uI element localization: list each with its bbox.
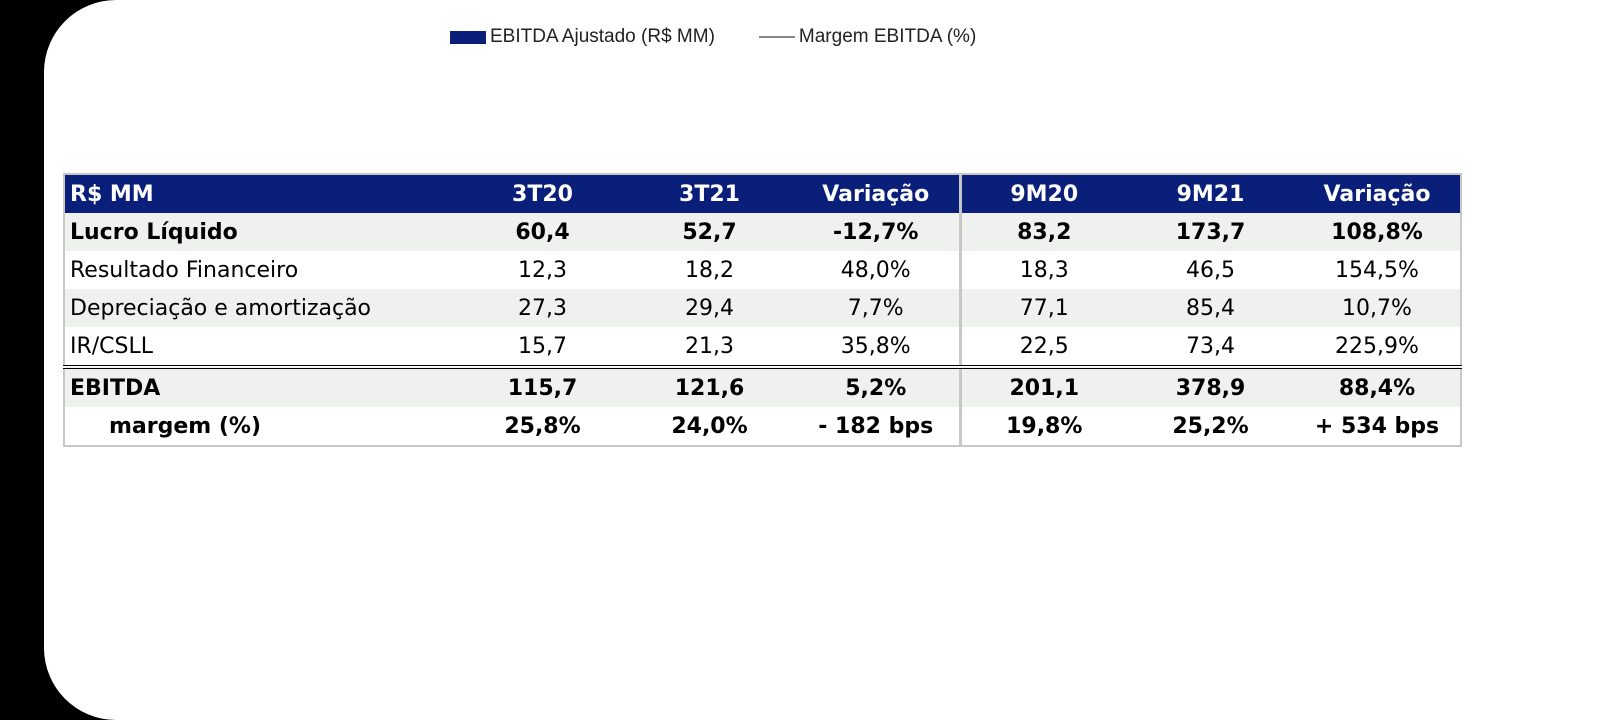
header-9m20: 9M20 bbox=[958, 174, 1127, 213]
row-margem: margem (%) 25,8% 24,0% - 182 bps 19,8% 2… bbox=[64, 407, 1461, 446]
cell-9m20: 18,3 bbox=[958, 251, 1127, 289]
cell-3t21: 121,6 bbox=[626, 365, 793, 407]
cell-variacao-9m: 154,5% bbox=[1335, 257, 1419, 283]
cell-3t21: 24,0% bbox=[671, 413, 748, 439]
cell-9m21: 73,4 bbox=[1186, 333, 1235, 359]
cell-3t20: 60,4 bbox=[459, 213, 626, 251]
cell-3t21: 21,3 bbox=[685, 333, 734, 359]
legend-line-label: Margem EBITDA (%) bbox=[798, 26, 977, 47]
cell-variacao-tri: 35,8% bbox=[840, 333, 911, 359]
row-ir-csll: IR/CSLL 15,7 21,3 35,8% 22,5 73,4 225,9% bbox=[64, 327, 1461, 367]
legend-line-swatch bbox=[758, 36, 795, 38]
chart-legend: EBITDA Ajustado (R$ MM) Margem EBITDA (%… bbox=[450, 26, 1020, 48]
cell-3t20: 12,3 bbox=[518, 257, 567, 283]
cell-3t21: 52,7 bbox=[626, 213, 793, 251]
cell-variacao-9m: 225,9% bbox=[1335, 333, 1419, 359]
header-9m21: 9M21 bbox=[1127, 174, 1294, 213]
row-label: Lucro Líquido bbox=[64, 213, 459, 251]
cell-9m21: 173,7 bbox=[1127, 213, 1294, 251]
row-lucro-liquido: Lucro Líquido 60,4 52,7 -12,7% 83,2 173,… bbox=[64, 213, 1461, 251]
cell-variacao-9m: 10,7% bbox=[1294, 289, 1461, 327]
cell-9m21: 85,4 bbox=[1127, 289, 1294, 327]
cell-9m20: 19,8% bbox=[958, 407, 1127, 446]
legend-bar-swatch bbox=[450, 30, 486, 44]
row-label: IR/CSLL bbox=[70, 333, 154, 359]
row-label: Depreciação e amortização bbox=[64, 289, 459, 327]
cell-9m21: 25,2% bbox=[1172, 413, 1249, 439]
cell-variacao-tri: 5,2% bbox=[793, 365, 960, 407]
cell-variacao-9m: 88,4% bbox=[1294, 365, 1461, 407]
cell-variacao-9m: 108,8% bbox=[1294, 213, 1461, 251]
cell-3t20: 25,8% bbox=[504, 413, 581, 439]
cell-3t20: 15,7 bbox=[518, 333, 567, 359]
cell-9m20: 201,1 bbox=[958, 365, 1127, 407]
cell-variacao-tri: -12,7% bbox=[793, 213, 960, 251]
cell-9m21: 378,9 bbox=[1127, 365, 1294, 407]
cell-variacao-tri: 7,7% bbox=[793, 289, 960, 327]
table-header-row: R$ MM 3T20 3T21 Variação 9M20 9M21 Varia… bbox=[64, 174, 1461, 213]
row-label: EBITDA bbox=[64, 365, 459, 407]
cell-9m20: 77,1 bbox=[958, 289, 1127, 327]
cell-9m21: 46,5 bbox=[1186, 257, 1235, 283]
cell-3t20: 115,7 bbox=[459, 365, 626, 407]
cell-variacao-tri: - 182 bps bbox=[818, 413, 934, 439]
header-label: R$ MM bbox=[64, 174, 459, 213]
header-variacao-9m: Variação bbox=[1294, 174, 1461, 213]
header-variacao-tri: Variação bbox=[793, 174, 960, 213]
cell-variacao-9m: + 534 bps bbox=[1314, 413, 1440, 439]
header-3t21: 3T21 bbox=[626, 174, 793, 213]
slide-canvas: EBITDA Ajustado (R$ MM) Margem EBITDA (%… bbox=[44, 0, 1600, 720]
cell-3t21: 29,4 bbox=[626, 289, 793, 327]
cell-9m20: 22,5 bbox=[958, 327, 1127, 367]
row-ebitda: EBITDA 115,7 121,6 5,2% 201,1 378,9 88,4… bbox=[64, 365, 1461, 407]
cell-3t21: 18,2 bbox=[685, 257, 734, 283]
row-label: Resultado Financeiro bbox=[70, 257, 299, 283]
legend-item-ebitda: EBITDA Ajustado (R$ MM) bbox=[450, 26, 715, 48]
ebitda-table: R$ MM 3T20 3T21 Variação 9M20 9M21 Varia… bbox=[63, 173, 1462, 447]
cell-variacao-tri: 48,0% bbox=[840, 257, 911, 283]
legend-bar-label: EBITDA Ajustado (R$ MM) bbox=[490, 26, 715, 47]
cell-3t20: 27,3 bbox=[459, 289, 626, 327]
cell-9m20: 83,2 bbox=[958, 213, 1127, 251]
row-depreciacao: Depreciação e amortização 27,3 29,4 7,7%… bbox=[64, 289, 1461, 327]
legend-item-margem: Margem EBITDA (%) bbox=[758, 26, 977, 48]
row-resultado-financeiro: Resultado Financeiro 12,3 18,2 48,0% 18,… bbox=[64, 251, 1461, 289]
header-3t20: 3T20 bbox=[459, 174, 626, 213]
row-label: margem (%) bbox=[109, 413, 262, 439]
